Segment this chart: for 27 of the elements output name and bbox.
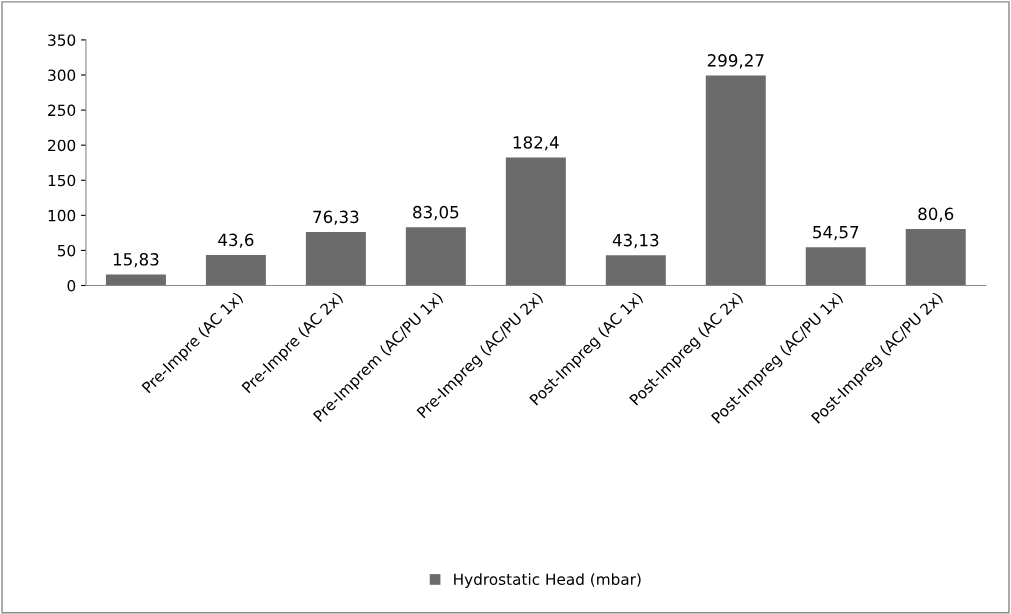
data-label: 299,27	[707, 54, 764, 69]
data-label: 83,05	[413, 205, 459, 221]
y-tick-label: 300	[48, 69, 76, 82]
bar	[805, 247, 866, 286]
data-label: 15,83	[113, 253, 159, 268]
data-label: 54,57	[813, 226, 859, 241]
y-tick-label: 50	[57, 244, 76, 257]
bar	[305, 231, 366, 286]
legend-label: Hydrostatic Head (mbar)	[454, 573, 641, 588]
y-tick-label: 0	[67, 279, 76, 292]
y-tick-label: 100	[48, 209, 76, 222]
y-tick-label: 200	[48, 139, 76, 152]
bar	[105, 274, 166, 286]
bar	[905, 228, 966, 286]
data-label: 43,13	[612, 233, 659, 249]
data-label: 76,33	[313, 210, 359, 225]
data-label: 182,4	[513, 136, 559, 151]
bar	[405, 227, 466, 286]
data-label: 43,6	[218, 233, 254, 248]
bar	[705, 75, 766, 286]
bar	[605, 255, 666, 286]
y-tick-label: 250	[48, 104, 76, 117]
bar	[505, 157, 566, 286]
y-tick-label: 350	[48, 34, 76, 46]
y-tick-label: 150	[48, 174, 76, 187]
data-label: 80,6	[918, 207, 954, 222]
bar	[205, 254, 266, 286]
